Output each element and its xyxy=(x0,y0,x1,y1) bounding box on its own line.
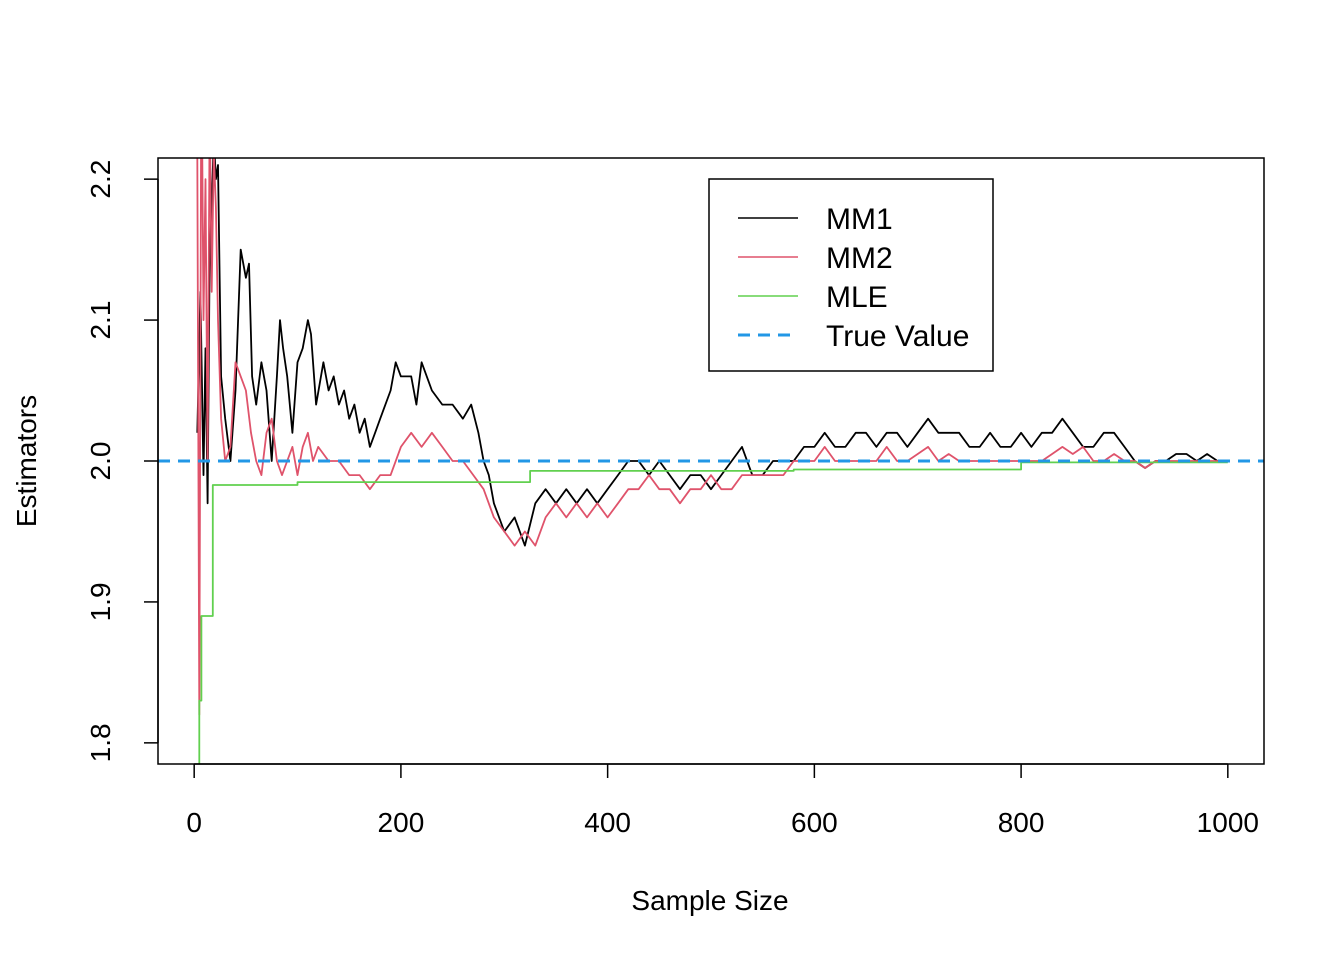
legend-label-mm2: MM2 xyxy=(826,242,893,275)
legend-box xyxy=(708,178,994,372)
legend-label-mm1: MM1 xyxy=(826,203,893,236)
x-tick-label: 200 xyxy=(378,807,425,838)
y-axis-title: Estimators xyxy=(11,395,42,527)
y-axis: 1.8 1.9 2.0 2.1 2.2 xyxy=(85,160,159,762)
series-line-mm2 xyxy=(196,158,1228,716)
legend-label-true-value: True Value xyxy=(826,320,969,353)
x-tick-label: 400 xyxy=(584,807,631,838)
x-tick-label: 800 xyxy=(998,807,1045,838)
x-tick-label: 1000 xyxy=(1197,807,1259,838)
series-line-mm1 xyxy=(196,158,1228,547)
legend-label-mle: MLE xyxy=(826,281,888,314)
y-tick-label: 1.8 xyxy=(85,723,116,762)
legend: MM1 MM2 MLE True Value xyxy=(708,178,994,372)
y-tick-label: 1.9 xyxy=(85,582,116,621)
x-axis: 0 200 400 600 800 1000 xyxy=(186,763,1259,838)
x-tick-label: 600 xyxy=(791,807,838,838)
x-tick-label: 0 xyxy=(186,807,202,838)
series-line-mle xyxy=(198,461,1228,764)
x-axis-title: Sample Size xyxy=(631,885,788,916)
y-tick-label: 2.1 xyxy=(85,301,116,340)
series-layer xyxy=(158,158,1264,764)
y-tick-label: 2.0 xyxy=(85,442,116,481)
y-tick-label: 2.2 xyxy=(85,160,116,199)
